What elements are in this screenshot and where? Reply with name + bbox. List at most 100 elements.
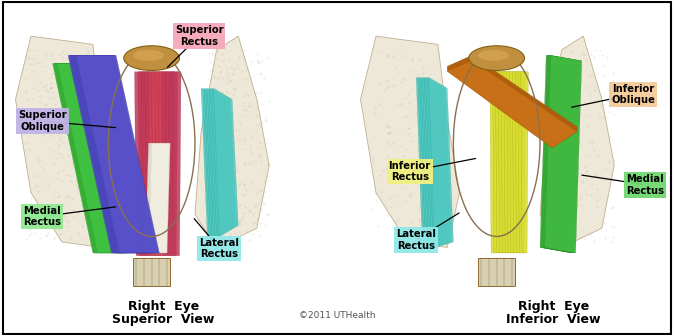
Polygon shape: [501, 72, 509, 253]
Polygon shape: [165, 72, 175, 256]
Polygon shape: [427, 77, 452, 247]
Polygon shape: [148, 143, 171, 253]
Polygon shape: [16, 36, 115, 247]
Polygon shape: [543, 55, 580, 253]
Polygon shape: [172, 72, 181, 256]
Polygon shape: [493, 72, 500, 253]
Polygon shape: [206, 88, 231, 237]
Polygon shape: [425, 77, 450, 247]
Polygon shape: [204, 88, 229, 237]
Polygon shape: [148, 143, 169, 253]
Polygon shape: [447, 58, 577, 146]
Polygon shape: [55, 64, 126, 253]
Ellipse shape: [469, 46, 524, 71]
Polygon shape: [478, 258, 515, 286]
Polygon shape: [57, 64, 129, 253]
Polygon shape: [540, 55, 577, 253]
Text: Superior
Oblique: Superior Oblique: [18, 110, 67, 132]
Polygon shape: [544, 55, 581, 253]
Polygon shape: [498, 72, 506, 253]
Polygon shape: [419, 77, 444, 247]
Polygon shape: [208, 88, 232, 237]
Polygon shape: [138, 72, 147, 256]
Polygon shape: [447, 55, 577, 143]
Polygon shape: [57, 64, 127, 253]
Polygon shape: [69, 55, 152, 253]
Polygon shape: [155, 72, 164, 256]
Ellipse shape: [133, 50, 164, 61]
Polygon shape: [142, 72, 151, 256]
Polygon shape: [133, 258, 171, 286]
Polygon shape: [212, 88, 237, 237]
Polygon shape: [135, 72, 144, 256]
Polygon shape: [418, 77, 443, 247]
Polygon shape: [145, 72, 154, 256]
Polygon shape: [447, 60, 577, 148]
Polygon shape: [201, 88, 226, 237]
Ellipse shape: [124, 46, 179, 71]
Polygon shape: [146, 143, 168, 253]
Polygon shape: [168, 72, 178, 256]
Text: Right  Eye: Right Eye: [128, 300, 199, 313]
Text: Inferior
Oblique: Inferior Oblique: [611, 84, 655, 105]
Text: Medial
Rectus: Medial Rectus: [626, 174, 664, 196]
Text: Superior
Rectus: Superior Rectus: [175, 25, 223, 47]
Polygon shape: [447, 58, 577, 145]
Polygon shape: [518, 72, 526, 253]
Polygon shape: [447, 57, 577, 145]
Polygon shape: [152, 72, 161, 256]
Polygon shape: [158, 72, 168, 256]
Polygon shape: [75, 55, 158, 253]
Polygon shape: [447, 59, 577, 147]
Text: Medial
Rectus: Medial Rectus: [24, 206, 61, 227]
Polygon shape: [195, 36, 269, 247]
Polygon shape: [543, 55, 580, 253]
Polygon shape: [146, 143, 167, 253]
Polygon shape: [69, 55, 153, 253]
Polygon shape: [495, 72, 503, 253]
Polygon shape: [73, 55, 156, 253]
Polygon shape: [68, 55, 152, 253]
Polygon shape: [490, 72, 497, 253]
Polygon shape: [53, 64, 124, 253]
Polygon shape: [210, 88, 235, 237]
Text: Right  Eye: Right Eye: [518, 300, 589, 313]
Polygon shape: [361, 36, 460, 247]
Polygon shape: [214, 88, 239, 237]
Polygon shape: [56, 64, 127, 253]
Polygon shape: [512, 72, 520, 253]
Text: ©2011 UTHealth: ©2011 UTHealth: [299, 311, 375, 321]
Polygon shape: [540, 36, 614, 247]
Polygon shape: [54, 64, 125, 253]
Polygon shape: [447, 60, 577, 148]
Polygon shape: [423, 77, 447, 247]
Ellipse shape: [478, 50, 509, 61]
Polygon shape: [148, 72, 158, 256]
Text: Superior  View: Superior View: [113, 313, 214, 326]
Polygon shape: [429, 77, 454, 247]
Polygon shape: [73, 55, 157, 253]
Polygon shape: [545, 55, 582, 253]
Polygon shape: [417, 77, 441, 247]
Text: Inferior
Rectus: Inferior Rectus: [388, 161, 431, 182]
Polygon shape: [507, 72, 514, 253]
Polygon shape: [76, 55, 159, 253]
Polygon shape: [515, 72, 522, 253]
Polygon shape: [424, 77, 449, 247]
Polygon shape: [541, 55, 578, 253]
Polygon shape: [541, 55, 579, 253]
Polygon shape: [72, 55, 156, 253]
Polygon shape: [147, 143, 168, 253]
Polygon shape: [53, 64, 125, 253]
Polygon shape: [421, 77, 446, 247]
Text: Lateral
Rectus: Lateral Rectus: [200, 238, 239, 259]
Polygon shape: [447, 56, 577, 144]
Polygon shape: [504, 72, 512, 253]
Polygon shape: [447, 56, 577, 144]
Polygon shape: [71, 55, 155, 253]
Polygon shape: [203, 88, 227, 237]
Polygon shape: [74, 55, 158, 253]
Polygon shape: [70, 55, 154, 253]
Polygon shape: [510, 72, 517, 253]
Text: Inferior  View: Inferior View: [506, 313, 601, 326]
